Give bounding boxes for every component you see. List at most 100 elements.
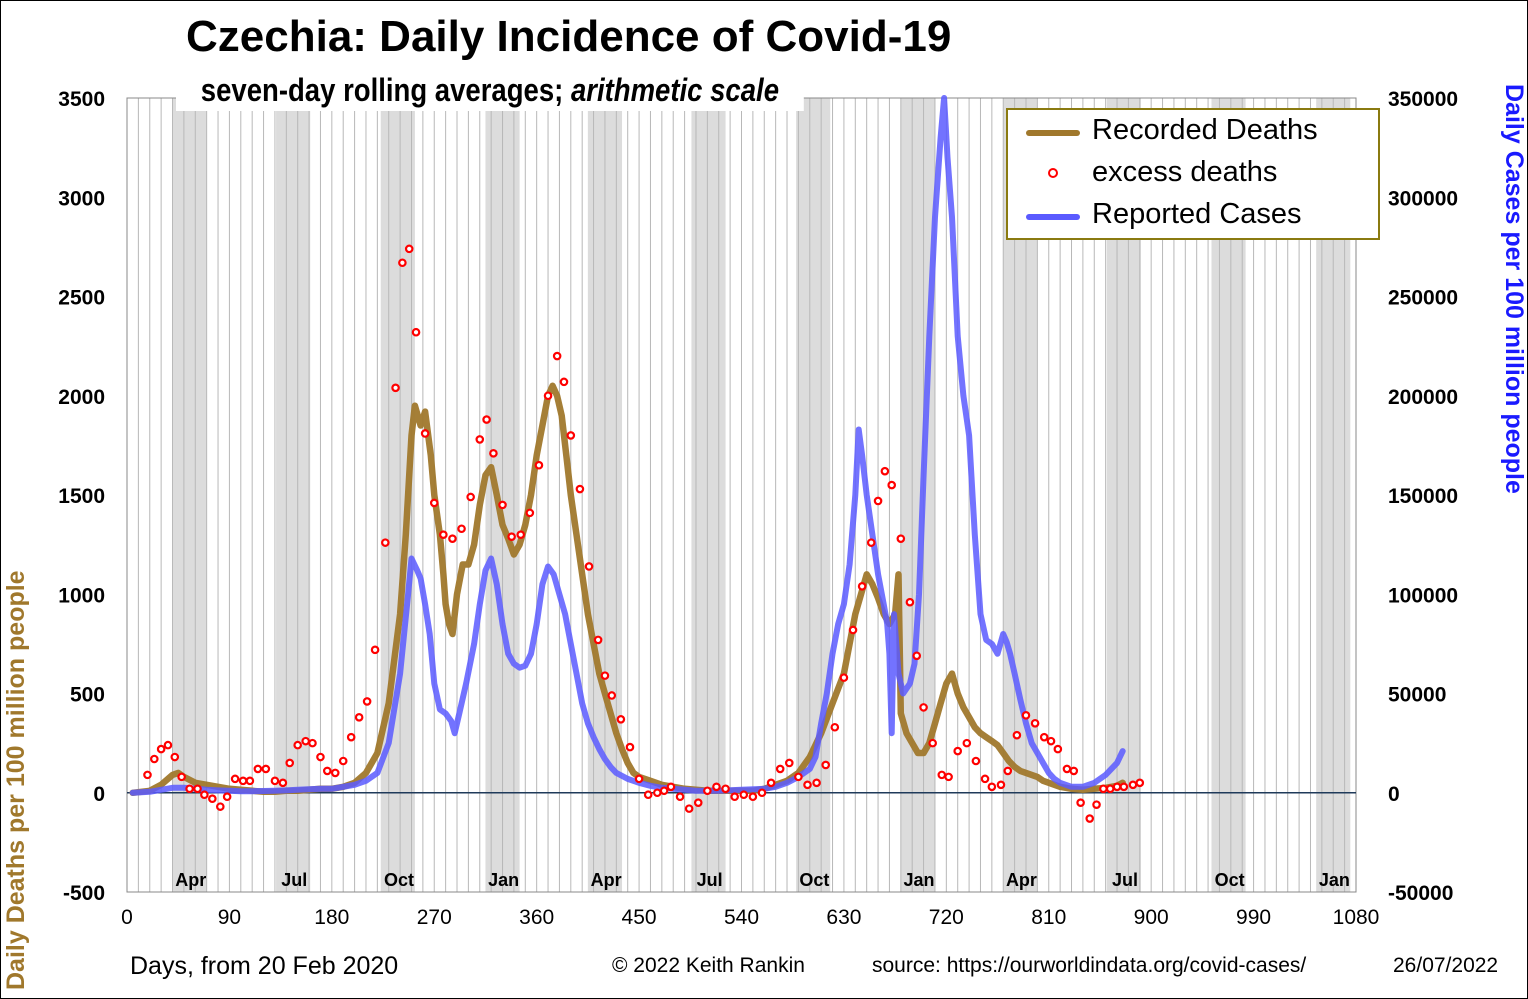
- excess-death-point: [625, 742, 635, 752]
- excess-death-point: [525, 508, 535, 518]
- excess-death-point: [748, 792, 758, 802]
- excess-death-point: [1119, 782, 1129, 792]
- excess-death-point: [398, 258, 407, 268]
- y-left-tick-label: 1000: [58, 584, 105, 607]
- excess-death-point: [721, 784, 730, 794]
- excess-death-point: [896, 534, 906, 543]
- excess-death-point: [238, 776, 248, 786]
- shaded-band: [172, 98, 207, 892]
- date-text: 26/07/2022: [1393, 954, 1499, 977]
- legend-label-cases: Reported Cases: [1092, 198, 1302, 230]
- y-left-tick-label: 2000: [58, 386, 105, 409]
- excess-death-point: [971, 756, 981, 766]
- excess-death-point: [584, 562, 594, 571]
- legend-swatch-excess: [1048, 168, 1058, 178]
- excess-death-point: [962, 738, 972, 748]
- excess-death-point: [616, 715, 626, 724]
- y-right-tick-label: 300000: [1388, 187, 1458, 210]
- legend-item-cases: Reported Cases: [1008, 196, 1378, 236]
- excess-death-point: [253, 764, 263, 774]
- legend-label-excess: excess deaths: [1092, 156, 1278, 188]
- excess-death-point: [482, 415, 491, 424]
- excess-death-point: [1099, 784, 1108, 794]
- x-tick-label: 270: [417, 906, 452, 929]
- excess-death-point: [1128, 780, 1138, 790]
- excess-death-point: [170, 752, 180, 762]
- x-tick-label: 180: [314, 906, 349, 929]
- month-label: Jan: [488, 870, 519, 890]
- excess-death-point: [937, 770, 947, 780]
- excess-death-point: [1003, 766, 1013, 776]
- excess-death-point: [1053, 744, 1063, 754]
- excess-death-point: [730, 792, 739, 802]
- legend-swatch-deaths: [1026, 130, 1080, 136]
- x-tick-label: 630: [826, 906, 861, 929]
- excess-death-point: [163, 740, 173, 750]
- legend-item-excess: excess deaths: [1008, 154, 1378, 194]
- shaded-band: [691, 98, 726, 892]
- excess-death-point: [466, 492, 475, 502]
- excess-death-point: [775, 764, 785, 774]
- excess-death-point: [848, 625, 858, 635]
- excess-death-point: [600, 671, 610, 680]
- y-right-tick-label: 0: [1388, 783, 1400, 806]
- x-tick-label: 450: [622, 906, 657, 929]
- x-axis-label: Days, from 20 Feb 2020: [130, 952, 399, 980]
- excess-death-point: [794, 772, 803, 782]
- excess-death-point: [516, 530, 526, 540]
- month-label: Jul: [281, 870, 307, 890]
- excess-death-point: [404, 244, 414, 254]
- x-tick-label: 810: [1031, 906, 1066, 929]
- y-left-tick-label: 3500: [58, 88, 105, 111]
- x-tick-label: 540: [724, 906, 759, 929]
- month-label: Oct: [799, 870, 829, 890]
- x-tick-label: 90: [218, 906, 241, 929]
- excess-death-point: [607, 691, 617, 700]
- excess-death-point: [381, 538, 390, 547]
- excess-death-point: [803, 780, 812, 790]
- excess-death-point: [489, 449, 498, 458]
- excess-death-point: [411, 327, 421, 337]
- excess-death-point: [1069, 766, 1079, 776]
- month-label: Jan: [1319, 870, 1350, 890]
- excess-death-point: [261, 764, 271, 774]
- x-tick-label: 720: [929, 906, 964, 929]
- series-line-recorded-deaths: [129, 382, 1126, 797]
- excess-death-point: [693, 798, 703, 807]
- excess-death-point: [1021, 711, 1031, 720]
- excess-death-point: [1062, 764, 1072, 774]
- excess-death-point: [457, 524, 466, 534]
- excess-death-point: [873, 496, 883, 506]
- source-text: source: https://ourworldindata.org/covid…: [872, 954, 1307, 977]
- excess-death-point: [928, 738, 937, 748]
- y-right-tick-label: 100000: [1388, 584, 1458, 607]
- y-left-tick-label: -500: [63, 882, 105, 905]
- excess-death-point: [534, 460, 544, 470]
- excess-death-point: [953, 746, 963, 756]
- excess-death-point: [185, 784, 194, 794]
- excess-death-point: [270, 776, 280, 786]
- y-left-tick-label: 500: [70, 684, 105, 707]
- excess-death-point: [593, 635, 603, 645]
- excess-death-point: [507, 532, 516, 541]
- excess-death-point: [905, 597, 915, 607]
- excess-death-point: [208, 794, 217, 804]
- excess-death-point: [543, 391, 553, 401]
- month-label: Jan: [904, 870, 935, 890]
- subtitle-main: seven-day rolling averages;: [200, 72, 571, 108]
- x-tick-label: 990: [1236, 906, 1271, 929]
- legend-swatch-cases: [1026, 214, 1080, 220]
- excess-death-point: [575, 484, 585, 494]
- excess-death-point: [912, 651, 922, 661]
- excess-death-point: [996, 780, 1006, 790]
- y-left-tick-label: 1500: [58, 485, 105, 508]
- excess-death-point: [659, 786, 669, 796]
- excess-death-point: [216, 802, 225, 811]
- excess-death-point: [784, 758, 794, 768]
- excess-death-point: [919, 703, 928, 712]
- chart-title: Czechia: Daily Incidence of Covid-19: [186, 12, 952, 61]
- excess-death-point: [1105, 784, 1115, 794]
- x-tick-label: 900: [1134, 906, 1169, 929]
- excess-death-point: [712, 782, 721, 792]
